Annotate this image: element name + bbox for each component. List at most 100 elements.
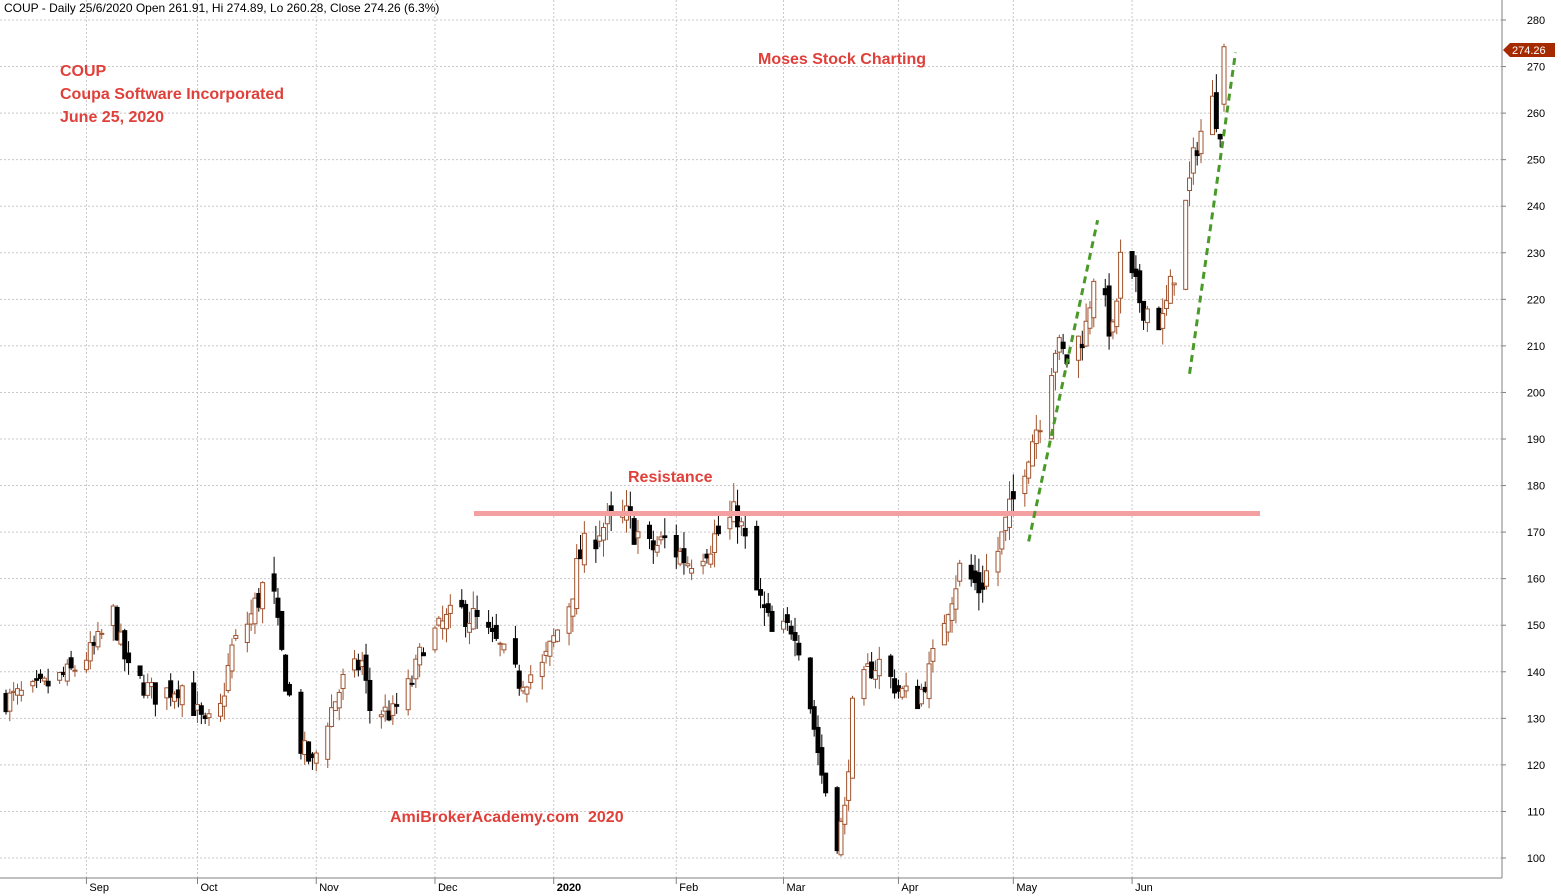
candle xyxy=(700,553,706,575)
candle-body xyxy=(524,686,530,695)
candle-body xyxy=(126,652,132,664)
candle xyxy=(635,520,641,554)
candle xyxy=(1183,199,1189,291)
candle xyxy=(198,702,204,725)
candle-body xyxy=(409,682,415,685)
candle-body xyxy=(286,683,292,696)
candle-body xyxy=(1052,352,1058,373)
candle xyxy=(298,689,304,760)
y-tick-label: 140 xyxy=(1527,667,1545,679)
candle xyxy=(229,638,235,679)
candle-body xyxy=(168,680,174,698)
candle-body xyxy=(68,657,74,669)
candle xyxy=(367,667,373,724)
candle-body xyxy=(64,663,70,682)
candle xyxy=(378,710,384,729)
candle xyxy=(283,654,289,692)
candle-body xyxy=(470,608,476,630)
candle xyxy=(72,665,78,677)
candle xyxy=(329,694,335,728)
candle-body xyxy=(45,680,51,687)
candle-body xyxy=(486,621,492,628)
y-tick-label: 230 xyxy=(1527,248,1545,260)
candle-body xyxy=(945,614,951,633)
candle-body xyxy=(447,604,453,614)
candle xyxy=(941,614,947,646)
candle xyxy=(995,536,1001,587)
candle-body xyxy=(941,622,947,646)
candle-body xyxy=(689,568,695,574)
candle-body xyxy=(72,669,78,672)
candle xyxy=(784,607,790,631)
candle xyxy=(126,641,132,675)
candle xyxy=(252,592,258,634)
candle-body xyxy=(685,563,691,567)
y-tick-label: 260 xyxy=(1527,108,1545,120)
candle-body xyxy=(1022,475,1028,495)
candle xyxy=(899,686,905,700)
candle xyxy=(903,672,909,699)
y-tick-label: 240 xyxy=(1527,201,1545,213)
candle-body xyxy=(842,804,848,825)
candle-body xyxy=(298,691,304,754)
candle xyxy=(64,659,70,686)
y-tick-label: 150 xyxy=(1527,620,1545,632)
candle-body xyxy=(953,588,959,610)
candle xyxy=(501,643,507,654)
candle xyxy=(815,715,821,766)
candle xyxy=(876,646,882,690)
candle xyxy=(474,595,480,629)
y-tick-label: 250 xyxy=(1527,155,1545,167)
x-axis-ticks: Sep Oct Nov Dec 2020 Feb Mar Apr May Jun xyxy=(85,878,1153,894)
candle-body xyxy=(1037,430,1043,433)
candle xyxy=(1187,161,1193,206)
candle xyxy=(221,682,227,720)
candle xyxy=(727,500,733,540)
candle xyxy=(547,640,553,667)
candle xyxy=(1190,137,1196,185)
candle xyxy=(689,559,695,581)
candle xyxy=(984,553,990,590)
candle xyxy=(114,605,120,641)
candle xyxy=(191,671,197,716)
candle-body xyxy=(87,642,93,662)
candle xyxy=(593,525,599,563)
candle xyxy=(30,679,36,693)
candle-body xyxy=(788,625,794,635)
candle xyxy=(152,682,158,717)
candle-body xyxy=(41,677,47,682)
candle-body xyxy=(1129,251,1135,274)
candle xyxy=(83,652,89,673)
candle xyxy=(681,532,687,575)
candle xyxy=(662,518,668,549)
candle-body xyxy=(1114,300,1120,328)
candle-body xyxy=(474,609,480,618)
candle xyxy=(1083,303,1089,348)
candle-body xyxy=(784,614,790,624)
candle-body xyxy=(555,629,561,642)
candle-body xyxy=(145,682,151,696)
candle xyxy=(1160,298,1166,345)
x-tick-label: Nov xyxy=(319,882,339,894)
candle-body xyxy=(260,582,266,610)
candle-body xyxy=(999,531,1005,550)
candle-body xyxy=(1217,133,1223,140)
candle xyxy=(233,629,239,641)
candle xyxy=(1075,335,1081,379)
candle xyxy=(512,625,518,668)
candle-body xyxy=(329,707,335,727)
candle-body xyxy=(1118,251,1124,299)
candle xyxy=(861,665,867,706)
last-price-tag: 274.26 xyxy=(1503,43,1555,57)
candle xyxy=(708,545,714,568)
candle-body xyxy=(18,689,24,696)
candle-body xyxy=(581,532,587,566)
candle-body xyxy=(1091,280,1097,319)
candle xyxy=(486,610,492,634)
chart-info-line: COUP - Daily 25/6/2020 Open 261.91, Hi 2… xyxy=(4,1,439,15)
candle xyxy=(1022,469,1028,507)
brand-label: Moses Stock Charting xyxy=(758,51,926,68)
candle-body xyxy=(283,654,289,692)
candle xyxy=(765,593,771,617)
